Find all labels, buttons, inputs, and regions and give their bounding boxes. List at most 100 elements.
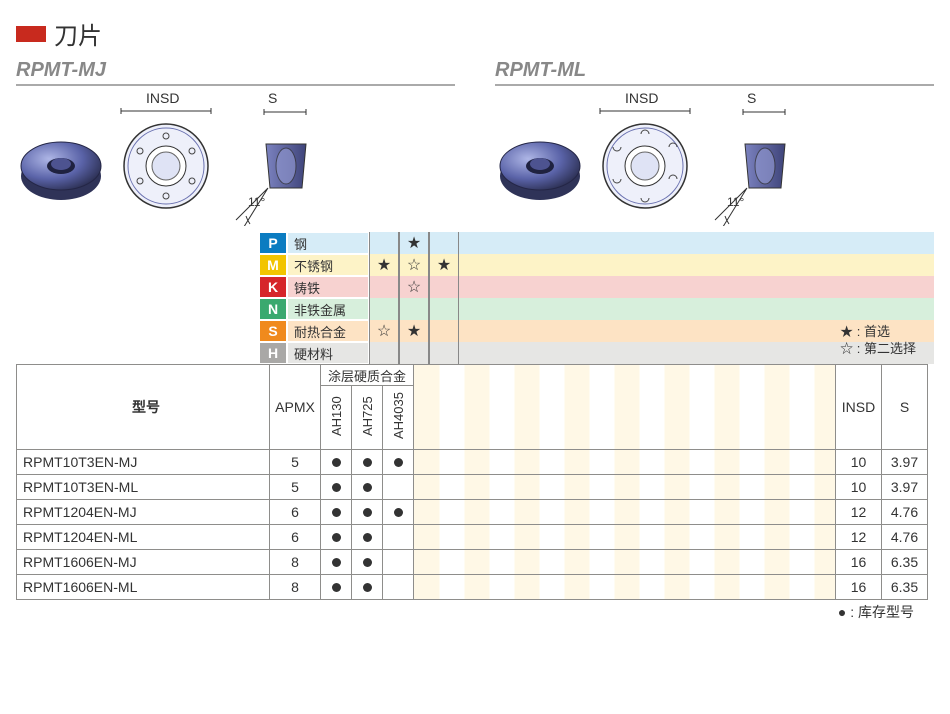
cell-grade bbox=[352, 500, 383, 525]
cell-s: 4.76 bbox=[882, 500, 928, 525]
material-mark bbox=[369, 276, 399, 298]
material-row: P钢★ bbox=[16, 232, 934, 254]
diagram-group-ml: INSD S bbox=[495, 92, 934, 226]
material-row: K铸铁 ☆ bbox=[16, 276, 934, 298]
material-mark: ★ bbox=[399, 232, 429, 254]
cell-insd: 16 bbox=[836, 575, 882, 600]
grade-2: AH4035 bbox=[391, 386, 406, 446]
material-name: 不锈钢 bbox=[287, 254, 369, 276]
grade-0: AH130 bbox=[329, 386, 344, 446]
material-mark bbox=[429, 320, 459, 342]
cell-grade bbox=[352, 550, 383, 575]
dim-insd-left: INSD bbox=[146, 90, 179, 106]
material-strip bbox=[459, 232, 934, 254]
cell-grade bbox=[321, 550, 352, 575]
cell-insd: 12 bbox=[836, 525, 882, 550]
material-mark bbox=[429, 276, 459, 298]
table-row: RPMT1204EN-ML6 124.76 bbox=[17, 525, 928, 550]
cell-grade bbox=[383, 450, 414, 475]
title-accent-bar bbox=[16, 26, 46, 42]
table-row: RPMT1606EN-MJ8166.35 bbox=[17, 550, 928, 575]
dim-s-left: S bbox=[268, 90, 277, 106]
material-mark: ☆ bbox=[399, 276, 429, 298]
header-model: 型号 bbox=[17, 365, 270, 450]
material-row: S耐热合金☆★ bbox=[16, 320, 934, 342]
cell-insd: 16 bbox=[836, 550, 882, 575]
header-gap bbox=[414, 365, 836, 450]
material-row: H硬材料 bbox=[16, 342, 934, 364]
cell-gap bbox=[414, 575, 836, 600]
header-coating: 涂层硬质合金 bbox=[321, 365, 414, 386]
material-name: 非铁金属 bbox=[287, 298, 369, 320]
cell-apmx: 6 bbox=[270, 500, 321, 525]
cell-grade bbox=[383, 550, 414, 575]
section-labels: RPMT-MJ RPMT-ML bbox=[16, 59, 934, 86]
table-row: RPMT10T3EN-ML5103.97 bbox=[17, 475, 928, 500]
material-mark: ☆ bbox=[399, 254, 429, 276]
cell-grade bbox=[321, 575, 352, 600]
cell-model: RPMT1606EN-MJ bbox=[17, 550, 270, 575]
material-name: 硬材料 bbox=[287, 342, 369, 364]
cell-grade bbox=[352, 475, 383, 500]
cell-grade bbox=[352, 525, 383, 550]
material-mark: ★ bbox=[429, 254, 459, 276]
cell-grade bbox=[383, 525, 414, 550]
insert-data-table: 型号 APMX 涂层硬质合金 INSD S AH130 AH725 AH4035… bbox=[16, 364, 928, 600]
cell-grade bbox=[321, 475, 352, 500]
material-mark bbox=[429, 342, 459, 364]
material-mark bbox=[429, 298, 459, 320]
table-row: RPMT10T3EN-MJ5103.97 bbox=[17, 450, 928, 475]
material-matrix: P钢★M不锈钢★☆★K铸铁☆N非铁金属S耐热合金☆★H硬材料 ★ : 首选 ☆ … bbox=[16, 232, 934, 364]
diagram-group-mj: INSD S bbox=[16, 92, 455, 226]
material-mark: ★ bbox=[369, 254, 399, 276]
cell-apmx: 6 bbox=[270, 525, 321, 550]
cell-apmx: 5 bbox=[270, 475, 321, 500]
cell-gap bbox=[414, 450, 836, 475]
material-name: 耐热合金 bbox=[287, 320, 369, 342]
page-title-row: 刀片 bbox=[16, 16, 934, 51]
cell-s: 3.97 bbox=[882, 475, 928, 500]
cell-model: RPMT1606EN-ML bbox=[17, 575, 270, 600]
legend-second: ☆ : 第二选择 bbox=[840, 341, 916, 358]
cell-s: 4.76 bbox=[882, 525, 928, 550]
material-name: 钢 bbox=[287, 232, 369, 254]
material-strip bbox=[459, 254, 934, 276]
material-mark bbox=[399, 342, 429, 364]
grade-1: AH725 bbox=[360, 386, 375, 446]
material-strip bbox=[459, 276, 934, 298]
material-tag: M bbox=[259, 254, 287, 276]
cell-grade bbox=[321, 500, 352, 525]
page-title: 刀片 bbox=[54, 16, 102, 51]
cell-apmx: 8 bbox=[270, 575, 321, 600]
section-label-right: RPMT-ML bbox=[495, 59, 934, 86]
material-tag: N bbox=[259, 298, 287, 320]
material-name: 铸铁 bbox=[287, 276, 369, 298]
cell-apmx: 8 bbox=[270, 550, 321, 575]
insert-diagram-mj: 11° bbox=[16, 96, 326, 226]
material-mark bbox=[429, 232, 459, 254]
cell-gap bbox=[414, 550, 836, 575]
material-row: N非铁金属 bbox=[16, 298, 934, 320]
angle-right: 11° bbox=[727, 195, 744, 209]
material-mark: ★ bbox=[399, 320, 429, 342]
cell-apmx: 5 bbox=[270, 450, 321, 475]
cell-grade bbox=[383, 475, 414, 500]
material-mark: ☆ bbox=[369, 320, 399, 342]
insert-diagram-ml: 11° bbox=[495, 96, 805, 226]
legend-box: ★ : 首选 ☆ : 第二选择 bbox=[840, 324, 916, 358]
cell-s: 6.35 bbox=[882, 575, 928, 600]
header-insd: INSD bbox=[836, 365, 882, 450]
material-tag: K bbox=[259, 276, 287, 298]
cell-grade bbox=[352, 575, 383, 600]
cell-grade bbox=[352, 450, 383, 475]
cell-model: RPMT1204EN-ML bbox=[17, 525, 270, 550]
cell-grade bbox=[383, 575, 414, 600]
cell-grade bbox=[321, 450, 352, 475]
section-label-left: RPMT-MJ bbox=[16, 59, 455, 86]
material-mark bbox=[369, 298, 399, 320]
material-mark bbox=[369, 342, 399, 364]
footer-note: ● : 库存型号 bbox=[16, 602, 934, 622]
angle-left: 11° bbox=[248, 195, 265, 209]
cell-insd: 10 bbox=[836, 475, 882, 500]
material-tag: S bbox=[259, 320, 287, 342]
